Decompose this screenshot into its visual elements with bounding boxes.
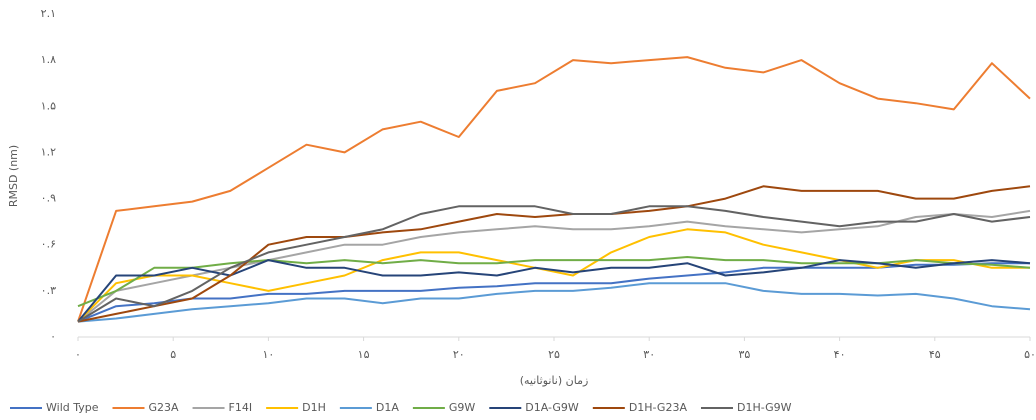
x-tick-label: ۵ [170,348,176,361]
legend-label: D1H [302,401,326,414]
y-tick-label: ۲.۱ [41,7,56,20]
x-tick-label: ۵۰ [1024,348,1036,361]
series-line [77,259,1031,323]
legend-label: Wild Type [46,401,99,414]
y-tick-label: ۰.۶ [41,238,56,251]
x-tick-label: ۲۰ [453,348,465,361]
series-line [77,56,1031,322]
y-tick-label: ۱.۵ [41,99,56,112]
series-line [77,282,1031,323]
legend-label: D1A-G9W [525,401,579,414]
legend-label: D1H-G9W [737,401,792,414]
legend-label: F14I [229,401,253,414]
x-tick-label: ۰ [75,348,81,361]
y-tick-label: ۰ [50,330,56,343]
x-tick-label: ۳۰ [643,348,655,361]
series-line [77,228,1030,323]
legend-label: D1H-G23A [629,401,688,414]
legend-label: G23A [149,401,180,414]
x-tick-label: ۱۰ [262,348,274,361]
y-tick-label: ۰.۹ [41,192,56,205]
series-line [77,205,1031,323]
x-axis-label: زمان (نانوثانیه) [520,374,589,387]
y-axis-label: RMSD (nm) [7,145,20,207]
x-tick-label: ۴۵ [929,348,941,361]
x-tick-label: ۲۵ [548,348,560,361]
legend-label: D1A [376,401,399,414]
series-line [77,209,1031,323]
y-tick-label: ۱.۲ [41,145,56,158]
series-line [77,185,1031,323]
y-tick-label: ۱.۸ [41,53,56,66]
x-tick-label: ۴۰ [834,348,846,361]
y-tick-label: ۰.۳ [41,284,56,297]
x-tick-label: ۳۵ [738,348,750,361]
legend-label: G9W [449,401,476,414]
x-tick-label: ۱۵ [358,348,370,361]
series-line [77,262,1030,323]
